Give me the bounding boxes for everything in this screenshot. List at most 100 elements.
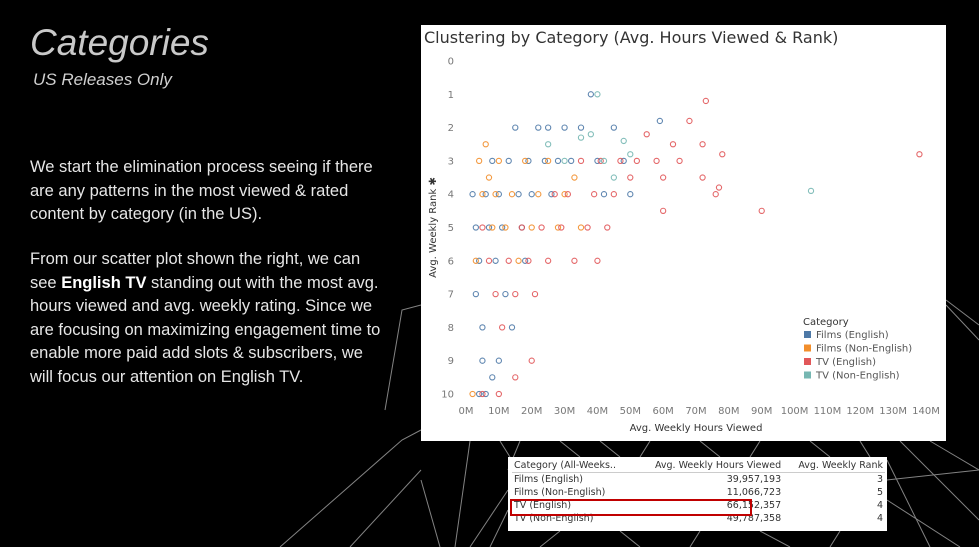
scatter-point <box>554 157 562 165</box>
scatter-point <box>472 257 480 264</box>
scatter-point <box>492 191 499 198</box>
scatter-point <box>584 224 591 231</box>
scatter-point <box>475 257 483 264</box>
scatter-point <box>604 224 611 231</box>
scatter-point <box>564 191 572 198</box>
scatter-point <box>571 257 578 264</box>
scatter-point <box>561 191 568 198</box>
scatter-point <box>633 157 641 165</box>
scatter-point <box>597 157 604 165</box>
col-category-header: Category (All-Weeks.. <box>512 459 634 473</box>
x-tick-label: 60M <box>652 406 673 417</box>
scatter-point <box>512 290 519 298</box>
scatter-point <box>719 151 726 158</box>
scatter-point <box>590 191 598 198</box>
scatter-point <box>535 124 542 131</box>
intro-paragraph: We start the elimination process seeing … <box>30 158 373 223</box>
scatter-point <box>521 257 529 264</box>
scatter-point <box>587 131 595 138</box>
scatter-point <box>508 324 516 331</box>
scatter-point <box>702 97 710 105</box>
table-row: Films (English) 39,957,193 3 <box>512 473 885 487</box>
scatter-point <box>715 184 723 191</box>
legend-label: Films (Non-English) <box>816 344 912 355</box>
scatter-point <box>479 357 486 364</box>
scatter-point <box>699 174 706 181</box>
scatter-point <box>495 357 503 364</box>
x-tick-label: 70M <box>685 406 706 417</box>
scatter-point <box>479 191 486 198</box>
scatter-point <box>495 191 503 198</box>
x-axis-title: Avg. Weekly Hours Viewed <box>630 423 763 434</box>
scatter-point <box>512 124 519 131</box>
scatter-point <box>594 157 601 165</box>
scatter-point <box>577 124 585 131</box>
scatter-point <box>498 224 506 231</box>
scatter-point <box>505 257 512 264</box>
legend-swatch <box>804 344 811 352</box>
scatter-point <box>561 157 568 165</box>
scatter-point <box>544 141 552 148</box>
scatter-point <box>699 141 706 148</box>
page-title: Categories <box>30 22 209 63</box>
scatter-point <box>479 390 486 398</box>
chart-title: Clustering by Category (Avg. Hours Viewe… <box>424 28 839 47</box>
scatter-point <box>521 157 529 165</box>
scatter-point <box>541 157 549 165</box>
x-tick-label: 100M <box>781 406 809 417</box>
scatter-point <box>558 224 565 231</box>
summary-table-panel: Category (All-Weeks.. Avg. Weekly Hours … <box>508 457 887 531</box>
y-tick-label: 6 <box>448 256 454 267</box>
col-rank-header: Avg. Weekly Rank <box>783 459 885 473</box>
scatter-point <box>492 257 499 264</box>
tv-english-highlight <box>510 499 752 516</box>
col-hours-header: Avg. Weekly Hours Viewed <box>633 459 784 473</box>
x-tick-label: 90M <box>751 406 772 417</box>
y-tick-label: 2 <box>448 123 454 134</box>
scatter-point <box>498 324 506 331</box>
scatter-point <box>525 157 532 165</box>
scatter-point <box>495 157 503 165</box>
x-tick-label: 0M <box>459 406 474 417</box>
scatter-point <box>620 137 627 145</box>
y-tick-label: 4 <box>448 190 454 201</box>
table-row: TV (English) 66,152,357 4 <box>512 499 885 512</box>
scatter-point <box>469 390 476 398</box>
x-tick-label: 110M <box>814 406 842 417</box>
scatter-point <box>548 191 555 198</box>
scatter-point <box>525 257 532 264</box>
scatter-point <box>495 390 503 398</box>
row-rank: 3 <box>876 474 883 485</box>
scatter-point <box>712 191 719 198</box>
x-tick-label: 140M <box>912 406 940 417</box>
page-subtitle: US Releases Only <box>33 70 172 89</box>
scatter-point <box>479 224 486 231</box>
scatter-point <box>577 134 585 141</box>
scatter-point <box>482 191 489 198</box>
legend-title: Category <box>803 317 849 328</box>
y-tick-label: 1 <box>448 90 454 101</box>
scatter-point <box>594 91 601 98</box>
table-row: Films (Non-English) 11,066,723 5 <box>512 486 885 499</box>
scatter-point <box>475 157 483 165</box>
scatter-point <box>610 124 618 131</box>
legend-label: TV (English) <box>815 357 876 368</box>
scatter-point <box>617 157 624 165</box>
scatter-point <box>492 290 499 298</box>
legend-swatch <box>804 331 811 338</box>
legend-label: Films (English) <box>816 330 889 341</box>
scatter-point <box>528 224 535 231</box>
row-rank: 5 <box>876 487 883 498</box>
scatter-point <box>472 290 480 298</box>
scatter-point <box>489 157 496 165</box>
scatter-point <box>807 187 815 195</box>
analysis-paragraph: From our scatter plot shown the right, w… <box>30 248 385 389</box>
row-hours: 49,787,358 <box>726 513 782 524</box>
scatter-point <box>916 151 923 158</box>
scatter-point <box>554 224 562 231</box>
scatter-point <box>594 257 601 264</box>
scatter-point <box>571 174 578 181</box>
x-tick-label: 130M <box>879 406 907 417</box>
